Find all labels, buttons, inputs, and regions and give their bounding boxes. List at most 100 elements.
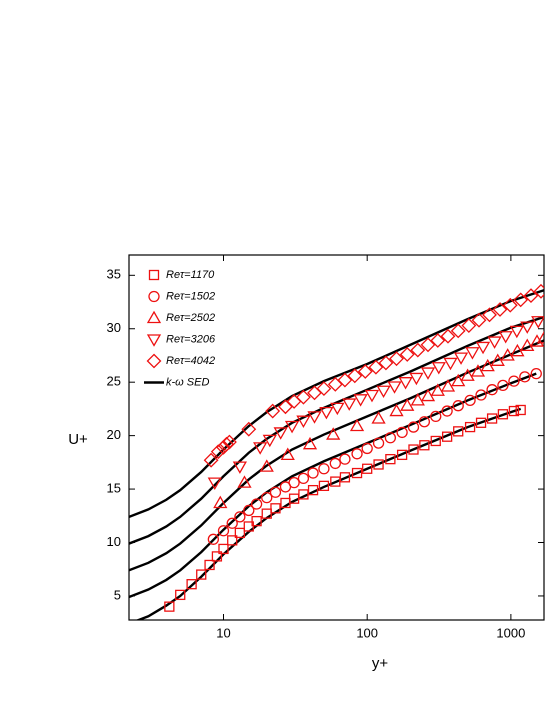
marker xyxy=(520,321,535,334)
marker xyxy=(371,411,386,424)
marker xyxy=(222,434,237,450)
y-axis-label: U+ xyxy=(68,431,88,448)
marker xyxy=(227,535,238,546)
marker xyxy=(307,411,322,424)
marker xyxy=(384,432,397,444)
marker xyxy=(342,398,357,411)
marker xyxy=(232,461,247,474)
marker xyxy=(418,416,431,428)
marker xyxy=(480,358,495,372)
marker xyxy=(269,486,282,498)
marker xyxy=(492,302,508,317)
marker xyxy=(378,355,394,371)
marker xyxy=(487,336,502,349)
marker xyxy=(262,434,277,448)
marker xyxy=(464,421,476,433)
marker xyxy=(475,417,487,428)
marker xyxy=(278,399,293,415)
marker xyxy=(464,394,476,407)
y-tick-label: 20 xyxy=(107,427,121,442)
legend-label: Reτ=4042 xyxy=(166,355,215,367)
marker xyxy=(307,467,319,479)
marker xyxy=(536,331,544,344)
marker xyxy=(284,420,300,434)
marker xyxy=(387,381,402,394)
marker xyxy=(523,288,539,304)
marker xyxy=(465,347,480,360)
legend-label: Reτ=1502 xyxy=(166,290,215,302)
marker xyxy=(531,316,544,329)
marker xyxy=(410,393,425,406)
marker xyxy=(510,343,525,357)
marker xyxy=(318,480,330,492)
marker xyxy=(431,362,446,375)
marker xyxy=(372,437,385,449)
marker xyxy=(253,442,268,455)
marker xyxy=(520,338,535,351)
legend-label: Reτ=1170 xyxy=(166,269,215,281)
marker xyxy=(339,472,351,483)
marker xyxy=(316,381,332,397)
marker xyxy=(430,333,446,348)
marker xyxy=(419,440,430,451)
marker xyxy=(319,406,334,420)
marker xyxy=(204,559,215,571)
marker xyxy=(175,589,186,601)
marker xyxy=(407,421,420,433)
marker xyxy=(420,337,436,353)
marker xyxy=(357,364,373,379)
marker xyxy=(318,463,330,475)
marker xyxy=(452,400,464,412)
marker xyxy=(430,383,445,396)
marker xyxy=(243,504,255,517)
y-tick-label: 30 xyxy=(107,320,121,335)
marker xyxy=(490,353,505,366)
marker xyxy=(364,389,380,403)
model-line xyxy=(129,315,544,545)
marker xyxy=(164,601,175,612)
marker xyxy=(307,484,319,496)
marker xyxy=(186,579,197,590)
marker xyxy=(361,442,373,455)
legend-marker xyxy=(148,290,160,303)
marker xyxy=(441,405,453,417)
legend-marker xyxy=(146,310,162,324)
marker xyxy=(486,384,498,396)
marker xyxy=(288,477,300,489)
marker xyxy=(213,495,228,509)
marker xyxy=(250,498,263,510)
marker xyxy=(453,352,469,365)
marker xyxy=(218,543,229,555)
marker xyxy=(353,394,368,407)
marker xyxy=(389,403,404,417)
legend-label: Reτ=3206 xyxy=(166,333,216,345)
x-tick-label: 100 xyxy=(356,625,378,640)
marker xyxy=(207,477,222,490)
marker xyxy=(259,459,274,472)
marker xyxy=(265,403,281,419)
marker xyxy=(217,525,230,537)
marker xyxy=(502,297,518,313)
marker xyxy=(443,357,458,371)
marker xyxy=(297,472,310,485)
marker xyxy=(329,457,341,470)
marker xyxy=(420,367,436,380)
marker xyxy=(430,410,442,423)
marker xyxy=(237,475,252,488)
marker xyxy=(410,342,426,358)
marker xyxy=(498,331,513,344)
marker xyxy=(471,312,487,328)
marker xyxy=(530,367,542,380)
marker xyxy=(441,431,453,442)
marker xyxy=(273,427,288,440)
marker xyxy=(241,421,257,437)
marker xyxy=(461,318,477,333)
marker xyxy=(450,323,466,339)
marker xyxy=(351,467,363,479)
plot-frame xyxy=(128,254,545,621)
marker xyxy=(302,436,318,450)
marker xyxy=(207,533,219,545)
marker xyxy=(261,491,273,504)
marker xyxy=(409,372,424,386)
